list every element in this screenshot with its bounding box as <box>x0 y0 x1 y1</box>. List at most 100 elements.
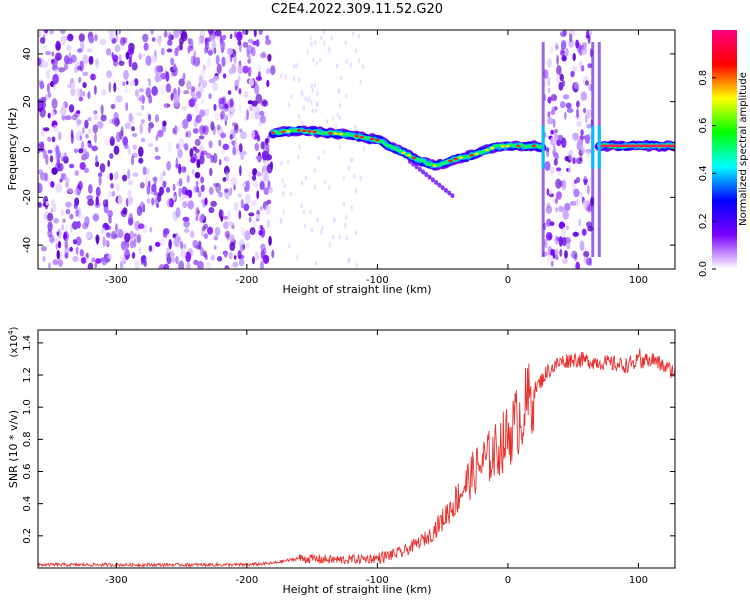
noise-cell <box>141 254 147 264</box>
ridge-peak <box>281 130 286 134</box>
noise-cell <box>100 104 104 115</box>
noise-cell <box>566 225 569 231</box>
noise-cell <box>573 179 578 184</box>
noise-cell <box>267 53 272 62</box>
noise-cell <box>157 129 164 138</box>
noise-cell <box>582 107 586 114</box>
noise-cell <box>287 102 291 108</box>
noise-cell <box>108 215 112 224</box>
noise-cell <box>545 231 553 241</box>
noise-cell <box>178 78 185 87</box>
snr-axes: -300 -200 -100 0 100 0.2 0.4 0.6 0.8 1.0 1.2 1.4 <box>22 330 675 586</box>
noise-cell <box>85 231 92 239</box>
noise-cell <box>232 145 237 156</box>
noise-cell <box>125 80 129 85</box>
noise-cell <box>293 63 296 69</box>
noise-cell <box>51 136 56 143</box>
noise-cell <box>67 33 74 42</box>
noise-cell <box>242 41 249 48</box>
noise-cell <box>186 130 192 138</box>
noise-cell <box>301 120 304 126</box>
ridge-band <box>270 127 545 169</box>
noise-cell <box>138 246 142 255</box>
spectrogram-x-tick-label: -200 <box>236 275 259 286</box>
noise-cell <box>583 180 588 186</box>
noise-cell <box>116 183 120 192</box>
noise-cell <box>236 31 243 42</box>
noise-cell <box>323 40 326 46</box>
noise-cell <box>255 93 263 104</box>
noise-cell <box>127 146 132 156</box>
noise-cell <box>40 245 47 252</box>
noise-cell <box>49 30 55 35</box>
noise-cell <box>225 101 228 110</box>
noise-cell <box>173 30 180 39</box>
noise-cell <box>333 217 336 223</box>
noise-cell <box>60 156 66 162</box>
noise-cell <box>62 218 66 224</box>
noise-cell <box>210 254 215 261</box>
noise-cell <box>67 187 74 194</box>
noise-cell <box>94 262 98 269</box>
noise-cell <box>283 183 286 189</box>
spectrogram-x-tick-label: -100 <box>366 275 389 286</box>
noise-cell <box>325 119 329 125</box>
noise-cell <box>122 81 126 86</box>
noise-cell <box>248 216 252 223</box>
noise-cell <box>185 251 192 263</box>
noise-cell <box>345 235 349 241</box>
noise-cell <box>183 90 190 95</box>
noise-cell <box>80 257 87 264</box>
noise-cell <box>142 166 147 176</box>
noise-cell <box>311 108 315 114</box>
ridge-peak <box>401 151 406 154</box>
noise-cell <box>187 37 191 45</box>
noise-cell <box>354 230 357 236</box>
noise-cell <box>127 189 132 197</box>
ridge-peak <box>312 130 317 134</box>
snr-y-axis-label: SNR (10 * v/v) <box>7 410 20 488</box>
noise-cell <box>95 196 99 207</box>
noise-cell <box>578 49 583 56</box>
noise-cell <box>172 236 180 247</box>
noise-cell <box>263 187 269 196</box>
ridge-peak <box>296 129 302 132</box>
noise-cell <box>220 132 227 139</box>
ridge-peak <box>458 156 464 159</box>
noise-cell <box>266 79 270 88</box>
noise-cell <box>124 88 128 94</box>
colorbar-tick-label: 0.4 <box>698 165 709 181</box>
noise-cell <box>266 154 273 161</box>
noise-cell <box>176 234 182 245</box>
noise-cell <box>198 240 202 251</box>
colorbar-gradient <box>712 30 737 269</box>
noise-cell <box>52 259 59 266</box>
noise-cell <box>252 220 257 229</box>
noise-cell <box>555 178 562 189</box>
noise-cell <box>309 209 312 215</box>
ridge-peak <box>286 130 291 133</box>
noise-cell <box>51 59 55 64</box>
noise-cell <box>171 256 175 264</box>
noise-cell <box>301 92 304 98</box>
noise-cell <box>81 153 87 161</box>
noise-cell <box>190 55 196 66</box>
noise-cell <box>222 177 227 182</box>
noise-cell <box>555 198 558 205</box>
noise-cell <box>112 117 115 125</box>
noise-cell <box>64 247 70 255</box>
noise-cell <box>212 82 218 91</box>
noise-cell <box>122 207 128 215</box>
noise-cell <box>88 36 95 44</box>
noise-cell <box>334 124 338 130</box>
noise-cell <box>106 48 112 56</box>
noise-cell <box>118 60 125 66</box>
noise-cell <box>309 36 312 42</box>
noise-cell <box>258 229 263 236</box>
noise-cell <box>192 93 196 99</box>
noise-cell <box>556 54 559 66</box>
noise-cell <box>88 55 94 65</box>
noise-cell <box>228 251 233 260</box>
noise-cell <box>546 188 550 196</box>
noise-cell <box>561 55 567 62</box>
